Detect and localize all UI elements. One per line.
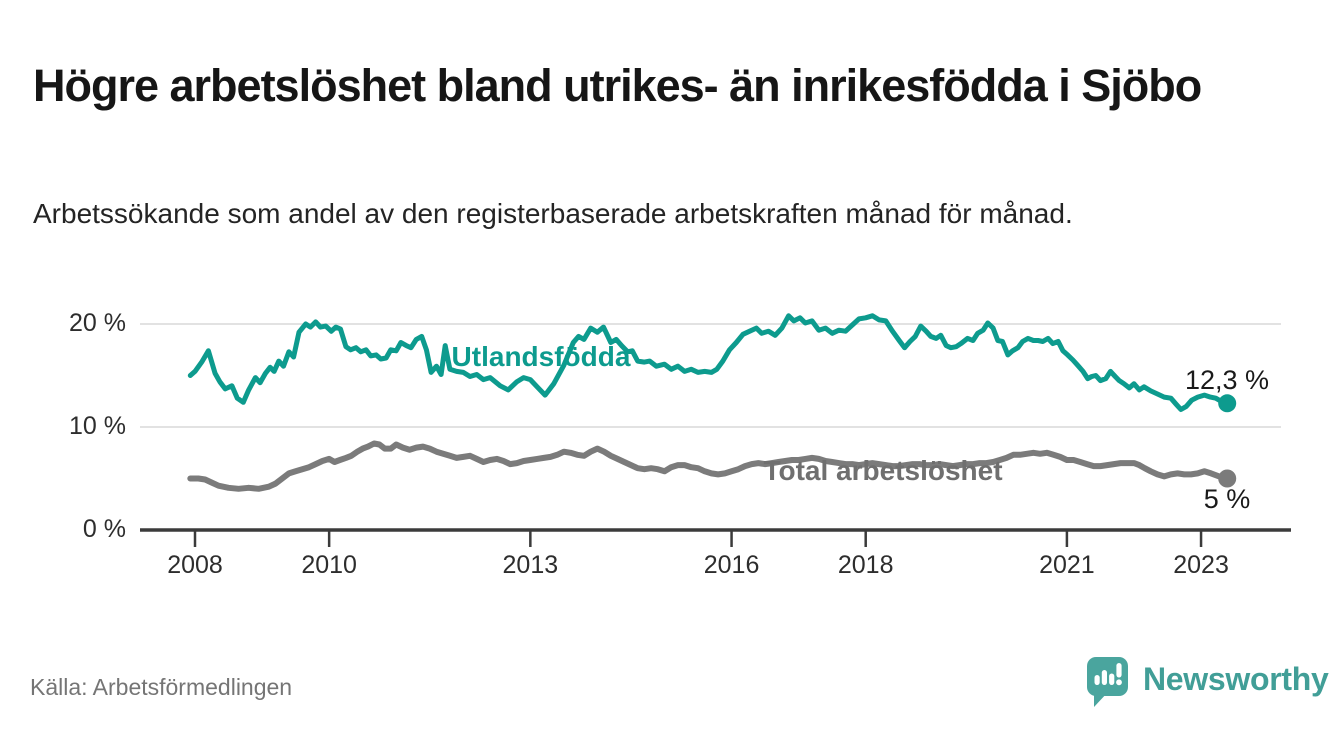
x-tick-label: 2010 bbox=[301, 551, 357, 579]
chart-subtitle: Arbetssökande som andel av den registerb… bbox=[33, 198, 1073, 229]
y-tick-label: 10 % bbox=[69, 412, 126, 440]
x-tick-label: 2018 bbox=[837, 551, 894, 579]
series-end-dot-1 bbox=[1218, 469, 1237, 488]
x-tick-label: 2008 bbox=[167, 551, 223, 579]
y-tick-label: 0 % bbox=[82, 515, 126, 543]
x-tick-label: 2013 bbox=[502, 551, 559, 579]
series-line-1 bbox=[187, 440, 1231, 492]
series-label-utlandsfodda: Utlandsfödda bbox=[451, 341, 631, 372]
x-tick-label: 2023 bbox=[1173, 551, 1229, 579]
x-tick-label: 2016 bbox=[703, 551, 760, 579]
page-title: Högre arbetslöshet bland utrikes- än inr… bbox=[33, 60, 1202, 112]
source-note: Källa: Arbetsförmedlingen bbox=[30, 674, 293, 700]
newsworthy-brand: Newsworthy bbox=[1085, 656, 1329, 708]
value-label-total-arbetsloshet: 5 % bbox=[1203, 484, 1251, 514]
x-tick-label: 2021 bbox=[1039, 551, 1095, 579]
series-end-dot-0 bbox=[1218, 394, 1237, 413]
series-label-total-arbetsloshet: Total arbetslöshet bbox=[763, 455, 1003, 486]
y-tick-label: 20 % bbox=[69, 309, 126, 337]
value-label-utlandsfodda: 12,3 % bbox=[1184, 365, 1270, 395]
series-line-0 bbox=[187, 313, 1230, 412]
newsworthy-logo-icon bbox=[1087, 657, 1128, 707]
brand-name: Newsworthy bbox=[1143, 660, 1329, 697]
